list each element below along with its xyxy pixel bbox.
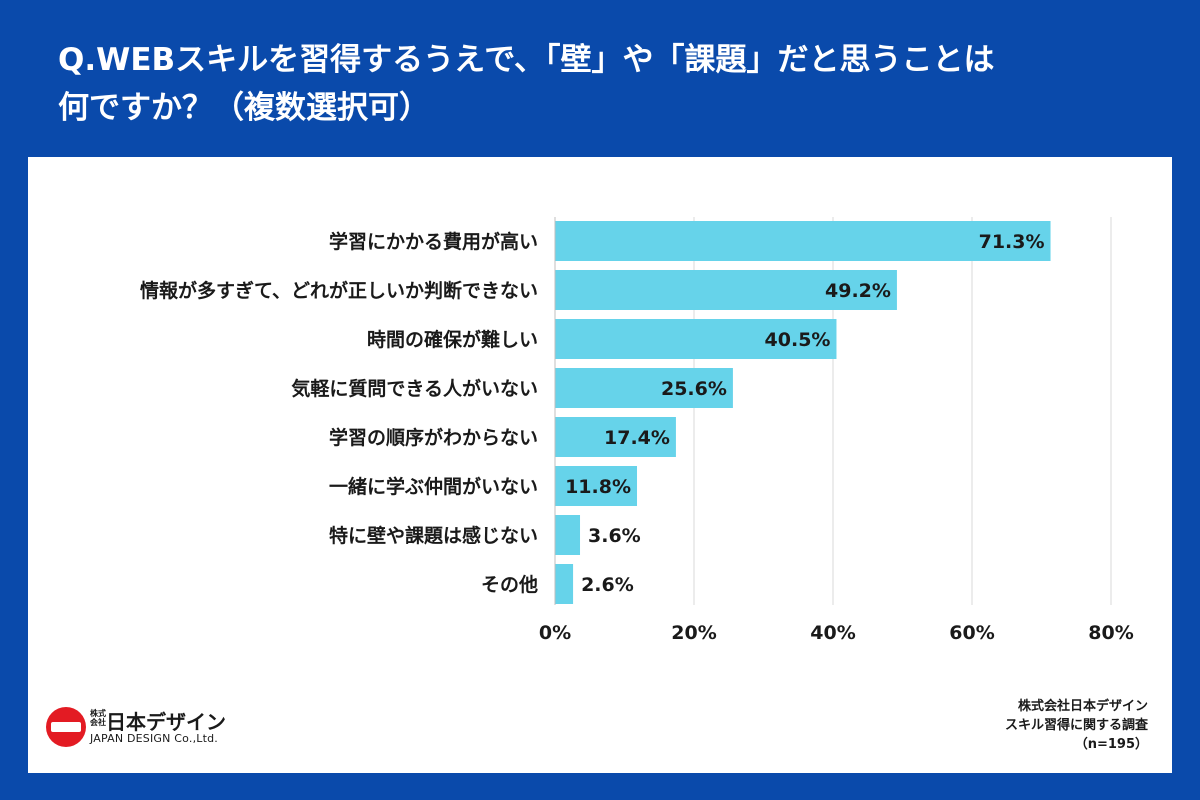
chart-panel: 学習にかかる費用が高い 71.3% 情報が多すぎて、どれが正しいか判断できない 49.…: [28, 157, 1172, 773]
bar: [555, 466, 638, 506]
data-label: 11.8%: [565, 476, 631, 498]
category-label: 一緒に学ぶ仲間がいない: [329, 475, 538, 498]
bar: [555, 270, 897, 310]
bar: [555, 221, 1051, 261]
survey-source: 株式会社日本デザイン スキル習得に関する調査 （n=195）: [1005, 697, 1148, 754]
data-label: 71.3%: [979, 231, 1045, 253]
bar: [555, 515, 581, 555]
category-label: その他: [481, 573, 538, 596]
data-label: 40.5%: [765, 329, 831, 351]
bar: [555, 417, 676, 457]
bar: [555, 319, 837, 359]
data-label: 3.6%: [588, 525, 641, 547]
category-label: 情報が多すぎて、どれが正しいか判断できない: [140, 279, 538, 302]
source-survey: スキル習得に関する調査: [1004, 718, 1148, 733]
category-label: 気軽に質問できる人がいない: [291, 377, 538, 400]
bar: [555, 564, 574, 604]
data-label: 49.2%: [825, 280, 891, 302]
data-label: 2.6%: [581, 574, 634, 596]
title-line-2: 何ですか？（複数選択可）: [58, 90, 430, 126]
bar-chart: 学習にかかる費用が高い 71.3% 情報が多すぎて、どれが正しいか判断できない 49.…: [140, 217, 1134, 644]
category-label: 特に壁や課題は感じない: [329, 524, 538, 547]
x-tick-label: 60%: [949, 622, 994, 644]
page-title: Q.WEBスキルを習得するうえで、「壁」や「課題」だと思うことは 何ですか？（複…: [58, 36, 1158, 132]
data-label: 25.6%: [661, 378, 727, 400]
bar: [555, 368, 733, 408]
category-label: 時間の確保が難しい: [367, 328, 538, 351]
logo-english-name: JAPAN DESIGN Co.,Ltd.: [90, 732, 218, 745]
title-line-1: Q.WEBスキルを習得するうえで、「壁」や「課題」だと思うことは: [58, 42, 995, 78]
category-label: 学習の順序がわからない: [329, 426, 538, 449]
data-label: 17.4%: [604, 427, 670, 449]
category-label: 学習にかかる費用が高い: [329, 230, 538, 253]
x-tick-label: 80%: [1088, 622, 1133, 644]
logo-mark-icon: [46, 707, 86, 747]
x-tick-label: 0%: [539, 622, 571, 644]
source-sample-size: （n=195）: [1074, 737, 1148, 752]
x-tick-label: 40%: [810, 622, 855, 644]
x-tick-label: 20%: [671, 622, 716, 644]
source-company: 株式会社日本デザイン: [1017, 699, 1148, 714]
company-logo: 株式会社 日本デザイン JAPAN DESIGN Co.,Ltd.: [46, 705, 246, 751]
logo-name: 日本デザイン: [106, 710, 226, 734]
logo-small-text: 株式会社: [90, 709, 106, 727]
